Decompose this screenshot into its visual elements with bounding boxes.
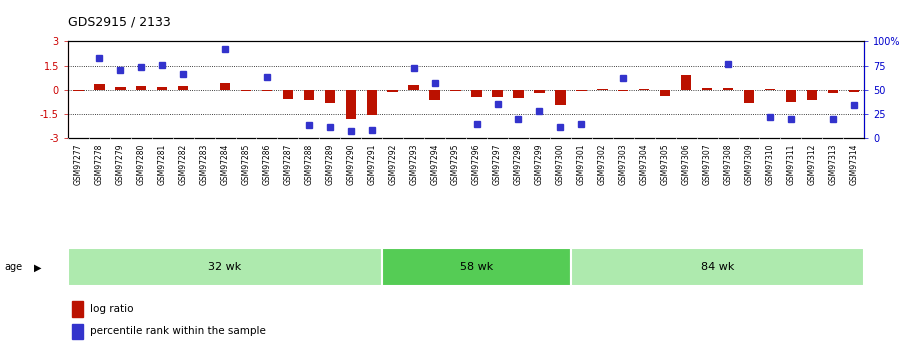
Text: GSM97293: GSM97293 [409,144,418,185]
Text: GSM97300: GSM97300 [556,144,565,185]
Bar [806,90,817,100]
Bar [115,87,126,90]
Bar [73,90,83,91]
Bar [325,90,335,102]
Bar [94,83,105,90]
Bar [492,90,503,97]
Text: GSM97299: GSM97299 [535,144,544,185]
Bar [681,75,691,90]
Text: GSM97280: GSM97280 [137,144,146,185]
Text: GSM97296: GSM97296 [472,144,481,185]
Bar [786,90,796,102]
Text: age: age [5,263,23,272]
Text: GSM97310: GSM97310 [766,144,775,185]
Bar [346,90,356,119]
Bar [367,90,377,115]
Text: GSM97289: GSM97289 [326,144,334,185]
Bar [723,88,733,90]
Text: GSM97313: GSM97313 [828,144,837,185]
Bar [220,83,230,90]
Text: GSM97290: GSM97290 [347,144,356,185]
Bar [534,90,545,92]
Bar [555,90,566,105]
Text: 58 wk: 58 wk [460,263,493,272]
Text: GDS2915 / 2133: GDS2915 / 2133 [68,16,171,29]
Bar [660,90,671,96]
Bar [136,86,147,90]
Text: GSM97297: GSM97297 [493,144,502,185]
Bar [429,90,440,100]
Text: GSM97286: GSM97286 [262,144,272,185]
Bar [597,89,607,90]
Bar [765,89,776,90]
Text: GSM97278: GSM97278 [95,144,104,185]
Text: GSM97308: GSM97308 [724,144,732,185]
Text: 84 wk: 84 wk [700,263,734,272]
Text: GSM97304: GSM97304 [640,144,649,185]
Text: GSM97282: GSM97282 [178,144,187,185]
Bar [387,90,398,92]
Text: GSM97309: GSM97309 [745,144,754,185]
Bar [304,90,314,100]
Text: GSM97298: GSM97298 [514,144,523,185]
Text: GSM97283: GSM97283 [200,144,208,185]
Text: GSM97288: GSM97288 [304,144,313,185]
Text: GSM97285: GSM97285 [242,144,251,185]
Bar [72,324,83,339]
Text: GSM97301: GSM97301 [576,144,586,185]
Bar [408,85,419,90]
Text: GSM97294: GSM97294 [430,144,439,185]
Text: GSM97279: GSM97279 [116,144,125,185]
Bar [178,86,188,90]
Text: GSM97291: GSM97291 [367,144,376,185]
Text: 32 wk: 32 wk [208,263,242,272]
Text: GSM97307: GSM97307 [702,144,711,185]
Text: GSM97281: GSM97281 [157,144,167,185]
Text: GSM97311: GSM97311 [786,144,795,185]
FancyBboxPatch shape [571,248,864,286]
Bar [472,90,481,97]
Text: GSM97287: GSM97287 [283,144,292,185]
Bar [282,90,293,99]
Text: GSM97277: GSM97277 [74,144,83,185]
Bar [513,90,524,98]
FancyBboxPatch shape [68,248,382,286]
Text: GSM97303: GSM97303 [619,144,628,185]
Text: GSM97305: GSM97305 [661,144,670,185]
Bar [157,87,167,90]
Text: GSM97302: GSM97302 [598,144,606,185]
FancyBboxPatch shape [382,248,571,286]
Text: GSM97314: GSM97314 [849,144,858,185]
Bar [827,90,838,93]
Text: GSM97306: GSM97306 [681,144,691,185]
Text: GSM97292: GSM97292 [388,144,397,185]
Text: ▶: ▶ [34,263,42,272]
Text: percentile rank within the sample: percentile rank within the sample [90,326,266,336]
Bar [72,301,83,317]
Text: GSM97295: GSM97295 [451,144,460,185]
Text: log ratio: log ratio [90,304,134,314]
Bar [744,90,754,104]
Text: GSM97312: GSM97312 [807,144,816,185]
Bar [702,88,712,90]
Bar [618,90,628,91]
Bar [849,90,859,92]
Text: GSM97284: GSM97284 [221,144,230,185]
